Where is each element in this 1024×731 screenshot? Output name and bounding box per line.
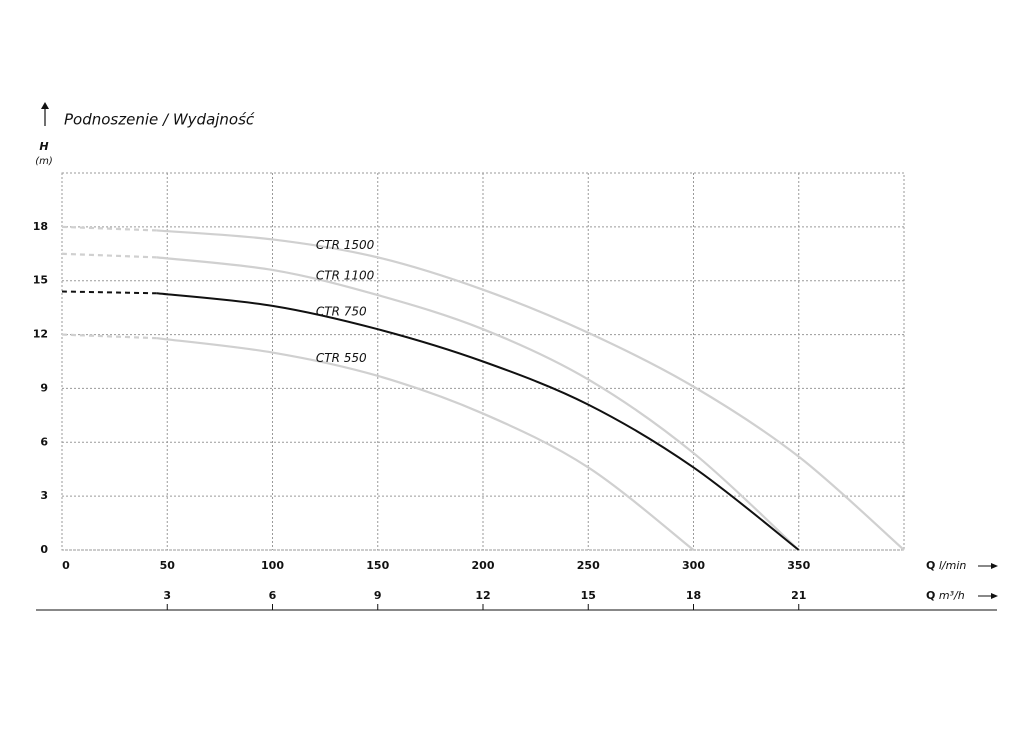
curve-label: CTR 1500 — [316, 238, 375, 252]
x2-label: Q m³/h — [926, 589, 965, 602]
y-arrow-head — [41, 102, 49, 109]
y-tick-label: 9 — [40, 381, 48, 394]
curve — [156, 229, 905, 551]
chart-title: Podnoszenie / Wydajność — [64, 111, 255, 129]
x-tick-label: 0 — [62, 559, 70, 572]
x2-tick-label: 18 — [686, 589, 701, 602]
x-tick-label: 350 — [787, 559, 810, 572]
curve — [156, 292, 800, 551]
curve-dashed — [61, 290, 157, 295]
y-tick-label: 6 — [40, 435, 48, 448]
x2-tick-label: 6 — [269, 589, 277, 602]
x-tick-label: 300 — [682, 559, 705, 572]
y-tick-label: 3 — [40, 489, 48, 502]
x2-arrow-head — [991, 593, 998, 599]
x-label: Q l/min — [926, 559, 966, 572]
x-tick-label: 100 — [261, 559, 284, 572]
curve — [156, 256, 800, 551]
y-tick-label: 0 — [40, 543, 48, 556]
x2-tick-label: 12 — [475, 589, 490, 602]
x2-label-symbol: Q — [926, 589, 935, 602]
y-unit: (m) — [35, 156, 53, 167]
curve-dashed — [61, 252, 157, 259]
y-tick-label: 18 — [33, 220, 48, 233]
x-tick-label: 200 — [472, 559, 495, 572]
x2-tick-label: 3 — [163, 589, 171, 602]
x-tick-label: 50 — [160, 559, 176, 572]
x-tick-label: 150 — [366, 559, 389, 572]
x-label-symbol: Q — [926, 559, 935, 572]
x2-tick-label: 9 — [374, 589, 382, 602]
curve-dashed — [61, 225, 157, 232]
x2-label-unit: m³/h — [939, 589, 965, 602]
x2-tick-label: 21 — [791, 589, 806, 602]
x-label-unit: l/min — [939, 559, 967, 572]
curve — [156, 337, 695, 551]
curve-label: CTR 550 — [316, 351, 367, 365]
x-tick-label: 250 — [577, 559, 600, 572]
x2-tick-label: 15 — [581, 589, 596, 602]
curve-label: CTR 1100 — [316, 268, 375, 282]
curve-dashed — [61, 333, 157, 340]
x-arrow-head — [991, 563, 998, 569]
y-tick-label: 12 — [33, 328, 48, 341]
y-label: H — [39, 140, 48, 153]
y-tick-label: 15 — [33, 274, 48, 287]
curve-label: CTR 750 — [316, 304, 367, 318]
